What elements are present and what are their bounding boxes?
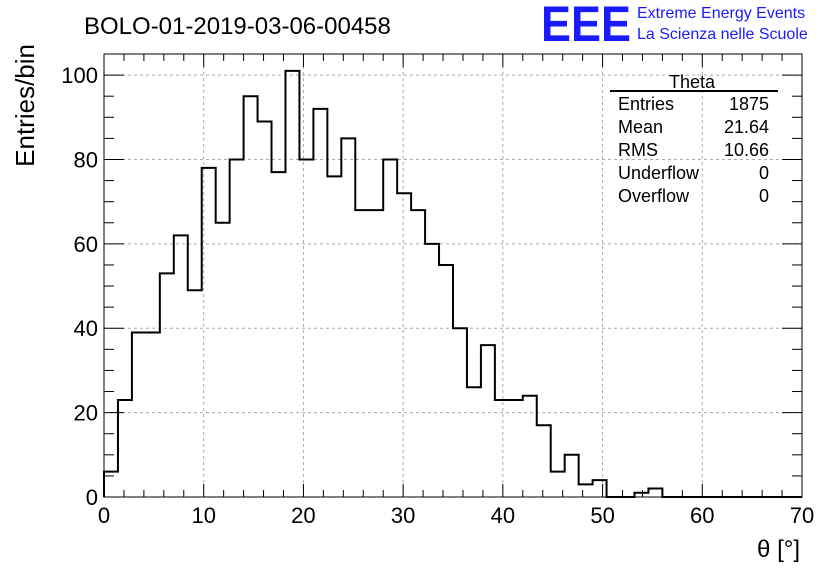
x-tick-label: 60 xyxy=(690,503,714,528)
stats-value-mean: 21.64 xyxy=(724,117,769,137)
histogram-bin xyxy=(648,489,662,497)
y-tick-labels: 0 20 40 60 80 100 xyxy=(61,63,98,510)
plot-frame xyxy=(103,53,803,498)
histogram-bin xyxy=(146,332,160,497)
stats-label-overflow: Overflow xyxy=(618,186,690,206)
x-tick-label: 30 xyxy=(391,503,415,528)
stats-value-overflow: 0 xyxy=(759,186,769,206)
histogram-bin xyxy=(467,387,481,497)
stats-label-mean: Mean xyxy=(618,117,663,137)
x-tick-label: 20 xyxy=(291,503,315,528)
histogram-bin xyxy=(425,244,439,497)
stats-box-title: Theta xyxy=(669,72,716,92)
y-tick-label: 20 xyxy=(74,401,98,426)
histogram-bin xyxy=(411,210,425,497)
histogram-bin xyxy=(174,235,188,497)
histogram-outline xyxy=(103,69,802,498)
histogram-bin xyxy=(369,210,383,497)
eee-logo: EEE xyxy=(541,0,631,52)
histogram-bin xyxy=(132,332,146,497)
histogram-bin xyxy=(355,210,369,497)
histogram-series xyxy=(103,69,802,498)
stats-value-entries: 1875 xyxy=(729,94,769,114)
x-axis-title: θ [°] xyxy=(757,536,800,563)
histogram-bin xyxy=(160,273,174,497)
histogram-bin xyxy=(509,400,523,497)
histogram-bin xyxy=(341,138,355,497)
stats-box: Theta Entries 1875 Mean 21.64 RMS 10.66 … xyxy=(610,72,778,206)
x-tick-label: 40 xyxy=(491,503,515,528)
histogram-bin xyxy=(481,345,495,497)
histogram-bin xyxy=(523,396,537,497)
y-tick-label: 0 xyxy=(86,485,98,510)
y-tick-label: 80 xyxy=(74,147,98,172)
histogram-bin xyxy=(216,223,230,497)
x-tick-label: 0 xyxy=(98,503,110,528)
axis-ticks xyxy=(103,53,803,498)
histogram-bin xyxy=(579,484,593,497)
stats-value-rms: 10.66 xyxy=(724,140,769,160)
stats-label-underflow: Underflow xyxy=(618,163,700,183)
x-tick-label: 70 xyxy=(790,503,814,528)
histogram-bin xyxy=(565,455,579,497)
histogram-bin xyxy=(397,193,411,497)
run-title: BOLO-01-2019-03-06-00458 xyxy=(84,13,391,40)
y-tick-label: 40 xyxy=(74,316,98,341)
histogram-bin xyxy=(118,400,132,497)
histogram-bin xyxy=(272,172,286,497)
stats-label-entries: Entries xyxy=(618,94,674,114)
histogram-bin xyxy=(244,96,258,497)
y-axis-title: Entries/bin xyxy=(10,44,40,167)
x-tick-labels: 0 10 20 30 40 50 60 70 xyxy=(98,503,814,528)
y-tick-label: 100 xyxy=(61,63,98,88)
stats-label-rms: RMS xyxy=(618,140,658,160)
stats-value-underflow: 0 xyxy=(759,163,769,183)
histogram-bin xyxy=(188,290,202,497)
histogram-bin xyxy=(327,176,341,497)
histogram-bin xyxy=(439,265,453,497)
histogram-bin xyxy=(313,109,327,497)
histogram-bin xyxy=(383,159,397,497)
histogram-bin xyxy=(258,122,272,497)
histogram-bin xyxy=(593,480,607,497)
logo-subtitle-line2: La Scienza nelle Scuole xyxy=(637,26,808,43)
x-tick-label: 50 xyxy=(590,503,614,528)
histogram-bin xyxy=(285,71,299,497)
logo-subtitle-line1: Extreme Energy Events xyxy=(637,5,805,22)
histogram-bin xyxy=(537,425,551,497)
histogram-bin xyxy=(495,400,509,497)
y-tick-label: 60 xyxy=(74,232,98,257)
histogram-bin xyxy=(299,159,313,497)
x-tick-label: 10 xyxy=(191,503,215,528)
